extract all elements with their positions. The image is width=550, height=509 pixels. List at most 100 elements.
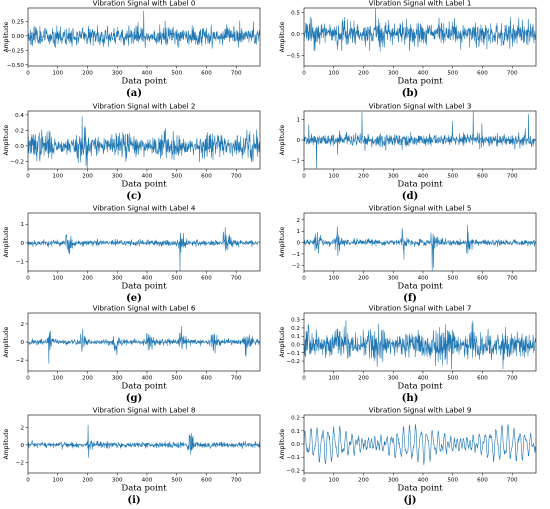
x-tick-label: 300 bbox=[112, 174, 123, 180]
plot-frame bbox=[303, 212, 537, 272]
signal-line bbox=[28, 116, 260, 169]
x-axis-label: Data point bbox=[397, 77, 443, 87]
y-tick-label: −2 bbox=[16, 358, 24, 364]
chart-c: Vibration Signal with Label 2 0 100 200 300 4… bbox=[3, 102, 261, 202]
x-tick-label: 0 bbox=[302, 174, 306, 180]
y-tick-label: 1 bbox=[20, 222, 24, 228]
plot-frame bbox=[27, 7, 261, 67]
x-tick-label: 100 bbox=[328, 174, 339, 180]
x-axis-label: Data point bbox=[121, 484, 167, 494]
x-tick-label: 400 bbox=[142, 174, 153, 180]
x-tick-label: 400 bbox=[418, 276, 429, 282]
y-tick-label: −0.5 bbox=[286, 53, 300, 59]
subfigure-label: (h) bbox=[402, 393, 419, 404]
x-tick-label: 500 bbox=[447, 478, 458, 484]
chart-e: Vibration Signal with Label 4 0 100 200 300 4… bbox=[3, 204, 261, 304]
x-tick-label: 100 bbox=[328, 71, 339, 77]
y-tick-label: −1 bbox=[292, 159, 301, 165]
x-tick-label: 0 bbox=[302, 276, 306, 282]
x-tick-label: 700 bbox=[507, 276, 518, 282]
y-tick-label: 0.00 bbox=[12, 34, 25, 40]
x-tick-label: 500 bbox=[171, 174, 182, 180]
x-tick-label: 600 bbox=[201, 276, 212, 282]
x-tick-label: 500 bbox=[171, 376, 182, 382]
y-tick-label: 0.0 bbox=[15, 144, 24, 150]
chart-title: Vibration Signal with Label 1 bbox=[369, 0, 472, 8]
y-axis-label: Amplitude bbox=[3, 21, 10, 52]
chart-d: Vibration Signal with Label 3 0 100 200 300 4… bbox=[279, 102, 537, 202]
y-axis-label: Amplitude bbox=[279, 326, 286, 357]
chart-title: Vibration Signal with Label 0 bbox=[93, 0, 196, 8]
x-tick-label: 0 bbox=[26, 71, 30, 77]
x-tick-label: 200 bbox=[82, 71, 93, 77]
x-tick-label: 400 bbox=[142, 376, 153, 382]
x-tick-label: 100 bbox=[52, 478, 63, 484]
x-axis-label: Data point bbox=[397, 282, 443, 292]
y-axis-label: Amplitude bbox=[279, 226, 286, 257]
x-tick-label: 200 bbox=[358, 478, 369, 484]
y-tick-label: 0.0 bbox=[291, 342, 300, 348]
x-tick-label: 300 bbox=[388, 478, 399, 484]
x-tick-label: 600 bbox=[477, 478, 488, 484]
x-axis-label: Data point bbox=[397, 484, 443, 494]
signal-line bbox=[28, 10, 260, 49]
x-tick-label: 0 bbox=[26, 174, 30, 180]
y-axis-label: Amplitude bbox=[3, 428, 10, 459]
signal-line bbox=[304, 320, 536, 370]
y-axis-label: Amplitude bbox=[3, 326, 10, 357]
chart-title: Vibration Signal with Label 7 bbox=[369, 304, 472, 313]
x-axis-label: Data point bbox=[397, 382, 443, 392]
signal-line bbox=[304, 8, 536, 52]
y-tick-label: 0.1 bbox=[291, 429, 300, 435]
subfigure-label: (e) bbox=[126, 293, 142, 304]
x-tick-label: 0 bbox=[302, 478, 306, 484]
signal-line bbox=[28, 326, 260, 364]
x-tick-label: 100 bbox=[52, 276, 63, 282]
chart-i: Vibration Signal with Label 8 0 100 200 300 4… bbox=[3, 406, 261, 506]
chart-j: Vibration Signal with Label 9 0 100 200 300 4… bbox=[279, 406, 537, 506]
x-tick-label: 200 bbox=[82, 376, 93, 382]
chart-title: Vibration Signal with Label 2 bbox=[93, 102, 196, 111]
x-tick-label: 0 bbox=[302, 376, 306, 382]
subfigure-label: (b) bbox=[402, 88, 418, 99]
x-tick-label: 200 bbox=[82, 478, 93, 484]
x-tick-label: 600 bbox=[477, 174, 488, 180]
y-tick-label: −0.2 bbox=[286, 468, 300, 474]
y-tick-label: −0.25 bbox=[7, 48, 25, 54]
x-tick-label: 700 bbox=[231, 174, 242, 180]
y-tick-label: −0.50 bbox=[7, 63, 25, 69]
x-axis-label: Data point bbox=[121, 77, 167, 87]
plot-frame bbox=[303, 7, 537, 67]
x-tick-label: 0 bbox=[26, 276, 30, 282]
x-tick-label: 600 bbox=[201, 71, 212, 77]
y-tick-label: −1 bbox=[292, 252, 301, 258]
x-tick-label: 300 bbox=[388, 71, 399, 77]
y-tick-label: 0.0 bbox=[291, 442, 300, 448]
y-tick-label: −1 bbox=[16, 260, 25, 266]
chart-g: Vibration Signal with Label 6 0 100 200 300 4… bbox=[3, 304, 261, 404]
x-tick-label: 700 bbox=[507, 478, 518, 484]
x-axis-label: Data point bbox=[121, 382, 167, 392]
x-tick-label: 500 bbox=[171, 478, 182, 484]
x-tick-label: 200 bbox=[82, 174, 93, 180]
x-tick-label: 700 bbox=[507, 376, 518, 382]
x-tick-label: 500 bbox=[171, 71, 182, 77]
x-tick-label: 700 bbox=[231, 478, 242, 484]
x-tick-label: 300 bbox=[388, 174, 399, 180]
signal-line bbox=[304, 111, 536, 169]
y-tick-label: 0.3 bbox=[291, 318, 300, 324]
x-tick-label: 300 bbox=[388, 276, 399, 282]
y-axis-label: Amplitude bbox=[279, 124, 286, 155]
x-tick-label: 300 bbox=[388, 376, 399, 382]
subfigure-label: (a) bbox=[126, 88, 142, 99]
x-tick-label: 100 bbox=[52, 71, 63, 77]
x-tick-label: 300 bbox=[112, 276, 123, 282]
x-tick-label: 600 bbox=[477, 276, 488, 282]
x-tick-label: 700 bbox=[507, 174, 518, 180]
plot-frame bbox=[303, 312, 537, 372]
y-tick-label: 0.2 bbox=[15, 128, 24, 134]
plot-frame bbox=[27, 414, 261, 474]
x-tick-label: 400 bbox=[418, 174, 429, 180]
y-tick-label: 0 bbox=[20, 241, 24, 247]
chart-a: Vibration Signal with Label 0 0 100 200 300 4… bbox=[3, 0, 261, 99]
